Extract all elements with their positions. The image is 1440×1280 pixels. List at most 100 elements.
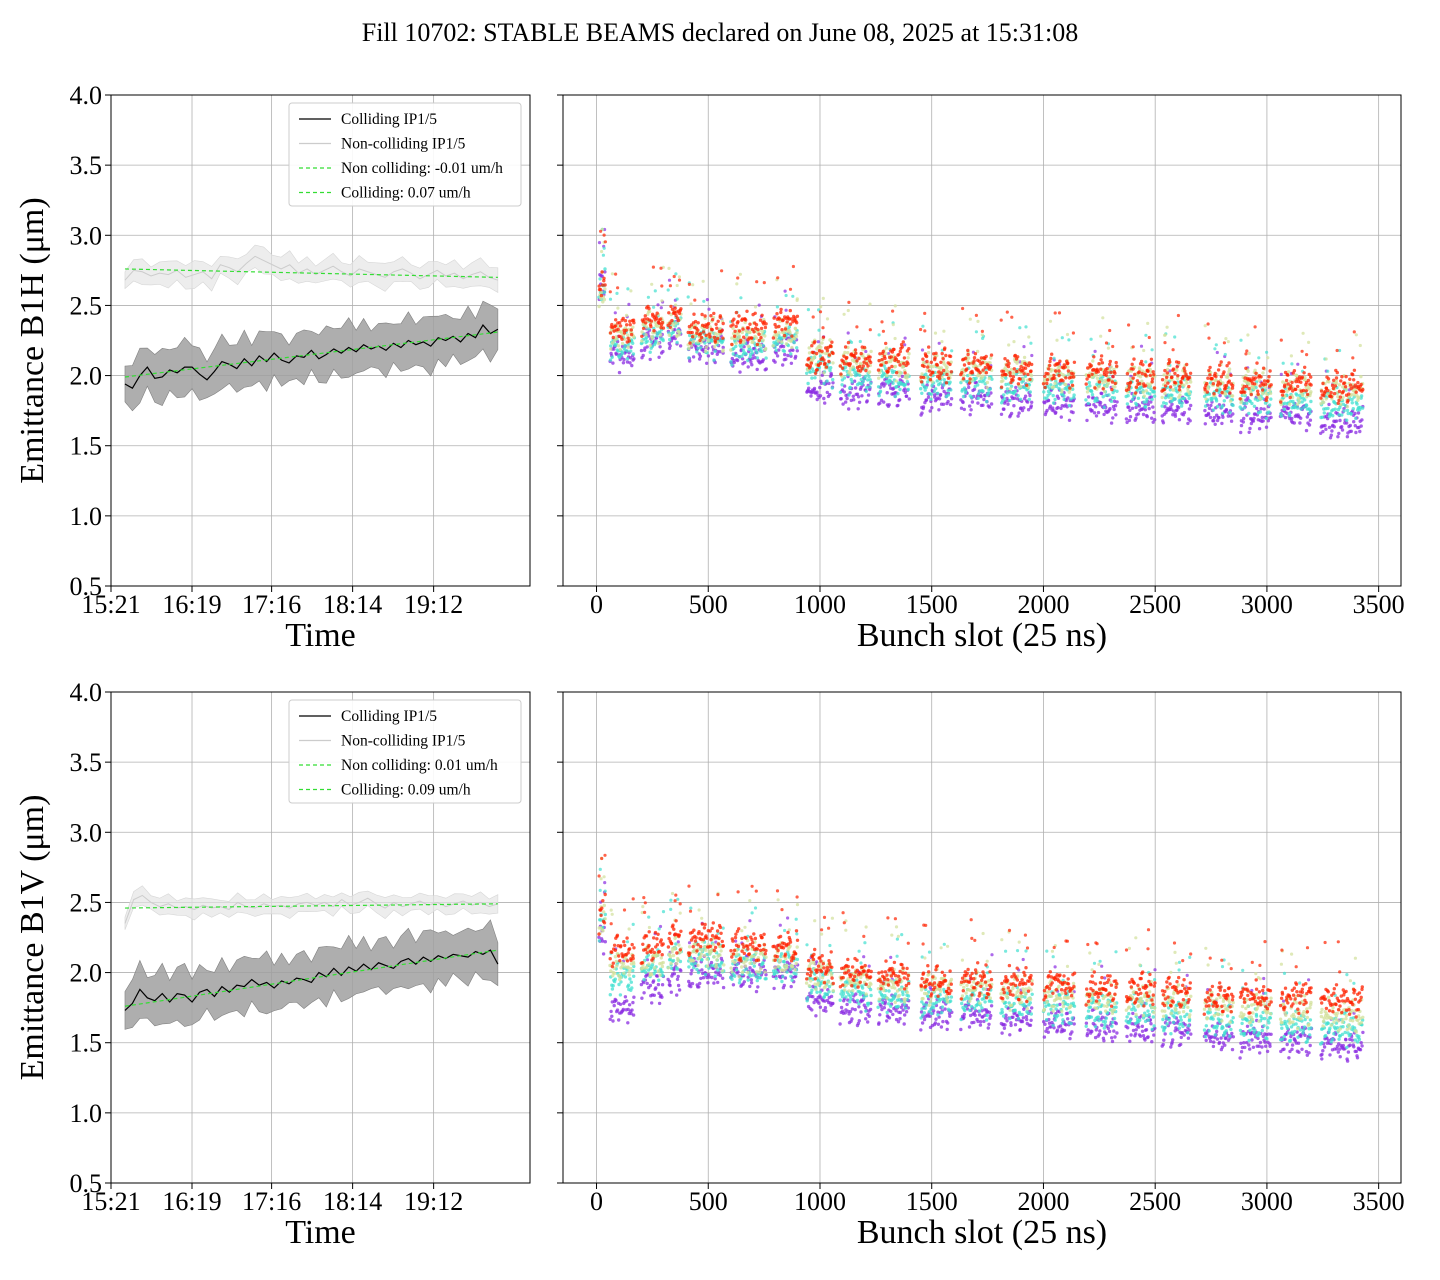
bunch-point [860, 394, 864, 398]
bunch-point-outlier [1093, 349, 1097, 353]
bunch-point [1109, 370, 1113, 374]
bunch-point [652, 936, 656, 940]
bunch-point [630, 942, 634, 947]
bunch-point [1179, 404, 1184, 408]
bunch-point [750, 336, 754, 340]
bunch-point [853, 348, 858, 352]
bunch-point [851, 365, 855, 369]
bunch-point [625, 360, 630, 364]
bunch-point-outlier [678, 911, 682, 915]
bunch-point [859, 351, 863, 356]
bunch-point [1326, 406, 1330, 411]
bunch-point [807, 386, 811, 390]
bunch-point [657, 341, 661, 346]
bunch-point [1337, 431, 1341, 436]
bunch-point [839, 397, 843, 401]
bunch-point-outlier [677, 275, 682, 279]
bunch-point [930, 406, 934, 410]
bunch-point [603, 892, 607, 897]
bunch-point [602, 910, 606, 914]
bunch-point [1160, 404, 1164, 408]
bunch-point [601, 952, 606, 956]
bunch-point [1008, 374, 1013, 378]
bunch-point-outlier [675, 283, 679, 288]
bunch-point [1168, 385, 1173, 389]
bunch-point [645, 951, 649, 955]
bunch-point [829, 950, 833, 954]
bunch-point [666, 945, 671, 949]
bunch-point [737, 927, 741, 931]
bunch-point [671, 323, 676, 327]
bunch-point [1269, 415, 1273, 420]
bunch-point [968, 413, 972, 417]
bunch-point [1048, 359, 1052, 364]
bunch-point [611, 961, 615, 965]
bunch-point [1168, 360, 1172, 364]
bunch-point-outlier [1335, 348, 1339, 353]
bunch-point [652, 329, 656, 333]
bunch-point [1204, 397, 1208, 401]
bunch-point [704, 345, 708, 349]
bunch-point [628, 319, 632, 323]
bunch-point [732, 337, 737, 341]
bunch-point [597, 939, 602, 943]
bunch-point [827, 959, 831, 963]
bunch-point [754, 336, 759, 340]
b1v-time-panel: 0.51.01.52.02.53.03.54.015:21 16:19 17:16 1… [14, 678, 531, 1251]
bunch-point [709, 960, 714, 965]
bunch-point [1108, 407, 1112, 411]
bunch-point [1321, 429, 1325, 434]
bunch-point [1205, 390, 1210, 394]
bunch-point [809, 970, 813, 974]
bunch-point [1134, 403, 1139, 407]
bunch-point-outlier [1163, 341, 1167, 345]
bunch-point [1252, 404, 1257, 408]
bunch-point [949, 397, 954, 401]
bunch-point [625, 357, 630, 361]
bunch-point [1182, 366, 1186, 370]
bunch-point [845, 396, 849, 401]
bunch-point [1144, 374, 1148, 378]
bunch-point [898, 398, 902, 402]
bunch-point [644, 325, 649, 329]
bunch-point [1258, 410, 1263, 414]
bunch-point [719, 949, 723, 953]
bunch-point [747, 952, 751, 956]
bunch-point [795, 938, 800, 942]
bunch-point [822, 966, 826, 970]
bunch-point [710, 339, 714, 343]
bunch-point-outlier [740, 929, 744, 933]
bunch-point [690, 330, 694, 335]
bunch-point [789, 974, 793, 978]
bunch-point [618, 959, 622, 963]
bunch-point [748, 984, 752, 989]
bunch-point [1160, 378, 1165, 382]
bunch-point [644, 934, 649, 938]
bunch-point [676, 318, 681, 323]
bunch-point [984, 354, 988, 359]
bunch-point [715, 352, 719, 356]
bunch-point [668, 983, 672, 988]
bunch-point-outlier [783, 289, 787, 293]
bunch-point-outlier [631, 922, 635, 927]
bunch-point [626, 951, 630, 955]
bunch-point [612, 943, 617, 947]
bunch-point [600, 906, 604, 910]
bunch-point [1228, 391, 1232, 395]
bunch-point [689, 972, 693, 976]
bunch-point [795, 957, 800, 962]
bunch-point [631, 341, 635, 345]
bunch-point [1138, 381, 1142, 386]
bunch-point [857, 356, 861, 361]
bunch-point [806, 996, 810, 1000]
bunch-point [1085, 418, 1089, 423]
bunch-point [1286, 373, 1290, 377]
bunch-point [647, 306, 651, 311]
bunch-point [1288, 395, 1292, 400]
bunch-point [1061, 379, 1065, 383]
bunch-point-outlier [1290, 362, 1294, 366]
bunch-point [755, 356, 760, 360]
bunch-point [1097, 380, 1102, 384]
bunch-point [616, 327, 620, 332]
bunch-point-outlier [600, 856, 604, 861]
